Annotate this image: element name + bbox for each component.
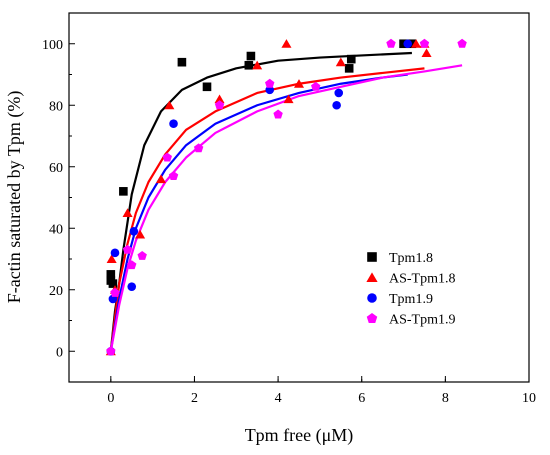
point-pentagon <box>265 78 275 88</box>
point-pentagon <box>386 38 396 48</box>
y-tick-label: 0 <box>56 345 63 360</box>
point-pentagon <box>106 346 116 356</box>
point-pentagon <box>127 260 137 270</box>
point-pentagon <box>419 38 430 48</box>
x-tick-label: 8 <box>442 391 449 406</box>
point-pentagon <box>214 100 225 110</box>
legend-label: AS-Tpm1.9 <box>389 313 456 328</box>
y-tick-label: 20 <box>49 284 63 299</box>
y-axis-title: F-actin saturated by Tpm (%) <box>4 91 25 304</box>
point-pentagon <box>273 109 283 119</box>
x-tick-label: 0 <box>107 391 114 406</box>
legend-label: Tpm1.8 <box>389 251 433 266</box>
point-triangle <box>214 94 225 104</box>
point-triangle <box>335 57 346 67</box>
x-axis-title: Tpm free (μM) <box>245 425 354 446</box>
legend-marker-circle <box>367 293 377 303</box>
point-circle <box>129 227 139 236</box>
point-square <box>108 279 118 288</box>
legend-marker-pentagon <box>366 312 378 323</box>
point-pentagon <box>122 244 133 254</box>
point-triangle <box>122 208 133 217</box>
point-square <box>246 51 256 61</box>
data-points <box>105 38 467 356</box>
point-pentagon <box>311 81 321 91</box>
point-triangle <box>252 60 263 70</box>
point-pentagon <box>137 250 147 260</box>
fit-curve-circle <box>109 73 408 352</box>
legend: Tpm1.8 AS-Tpm1.8 Tpm1.9 AS-Tpm1.9 <box>366 251 456 328</box>
point-triangle <box>421 48 432 58</box>
legend-marker-triangle <box>366 272 378 283</box>
point-square <box>106 270 116 279</box>
fit-curve-triangle <box>109 67 425 352</box>
point-triangle <box>281 39 292 48</box>
point-triangle <box>411 39 422 48</box>
y-tick-label: 40 <box>49 222 63 237</box>
point-triangle <box>164 100 175 110</box>
x-tick-label: 6 <box>358 391 365 406</box>
y-tick-label: 60 <box>49 161 63 176</box>
legend-marker-square <box>367 252 377 262</box>
point-triangle <box>155 174 167 184</box>
point-circle <box>110 248 120 258</box>
point-pentagon <box>110 287 120 297</box>
point-square <box>119 187 128 196</box>
point-triangle <box>135 229 146 239</box>
legend-label: AS-Tpm1.8 <box>389 272 456 287</box>
point-square <box>202 82 212 92</box>
x-tick-label: 10 <box>522 391 536 406</box>
point-triangle <box>106 254 117 264</box>
y-tick-label: 100 <box>42 38 63 53</box>
point-pentagon <box>457 38 467 48</box>
point-circle <box>334 88 344 98</box>
legend-label: Tpm1.9 <box>389 292 433 307</box>
point-square <box>244 60 254 70</box>
point-circle <box>169 119 178 128</box>
point-triangle <box>293 79 305 88</box>
fit-curve-square <box>109 51 412 352</box>
plot-frame <box>68 12 530 383</box>
x-tick-label: 4 <box>275 391 282 406</box>
point-pentagon <box>193 143 204 153</box>
point-circle <box>332 100 341 110</box>
point-square <box>177 57 187 67</box>
point-triangle <box>283 94 294 104</box>
point-pentagon <box>162 152 172 162</box>
point-square <box>346 54 356 64</box>
point-circle <box>127 282 137 291</box>
point-pentagon <box>168 171 179 180</box>
x-tick-label: 2 <box>191 391 198 406</box>
point-circle <box>403 39 413 49</box>
y-tick-label: 80 <box>49 99 63 114</box>
point-square <box>344 64 354 73</box>
